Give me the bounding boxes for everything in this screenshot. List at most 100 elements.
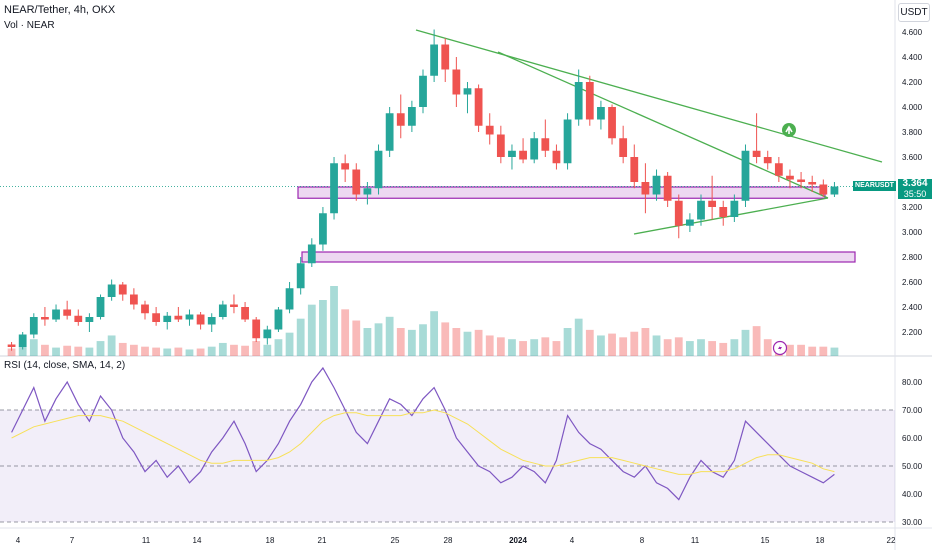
volume-bar: [163, 348, 172, 356]
price-tick-label: 2.800: [902, 253, 923, 262]
candle-body: [774, 163, 783, 176]
candle-body: [619, 138, 628, 157]
volume-bar: [141, 346, 149, 356]
candle-body: [18, 334, 27, 347]
candle-body: [118, 284, 127, 295]
alert-arrow-icon[interactable]: [782, 123, 796, 137]
volume-bar: [530, 339, 539, 356]
rsi-label: RSI (14, close, SMA, 14, 2): [4, 360, 126, 371]
time-tick-label: 4: [16, 536, 21, 545]
price-tick-label: 4.600: [902, 28, 923, 37]
volume-bar: [752, 326, 761, 356]
volume-bar: [185, 349, 194, 356]
candle-body: [430, 44, 439, 76]
candle-body: [74, 315, 83, 322]
volume-bar: [485, 335, 494, 356]
candle-body: [485, 125, 494, 135]
volume-bar: [274, 339, 283, 356]
candle-body: [474, 88, 483, 126]
volume-bar: [363, 328, 372, 356]
volume-bar: [619, 337, 628, 356]
rsi-ma-line: [11, 409, 835, 475]
candle-body: [541, 138, 550, 151]
price-tick-label: 4.200: [902, 78, 923, 87]
price-tick-label: 2.600: [902, 278, 923, 287]
candle-body: [207, 317, 216, 325]
candle-body: [307, 244, 316, 264]
chart-title: NEAR/Tether, 4h, OKX: [4, 4, 116, 16]
volume-bar: [541, 337, 550, 356]
candle-body: [185, 314, 194, 320]
volume-bar: [652, 335, 661, 356]
bar-countdown: 35:50: [903, 189, 927, 199]
candle-body: [574, 82, 583, 120]
volume-bar: [419, 324, 427, 356]
volume-bar: [63, 345, 72, 356]
time-tick-label: 11: [142, 536, 151, 545]
candle-body: [552, 150, 561, 164]
volume-bar: [174, 347, 183, 356]
volume-bar: [196, 348, 205, 356]
volume-bar: [352, 320, 361, 356]
volume-bar: [741, 329, 750, 356]
volume-bar: [341, 309, 350, 356]
volume-bar: [374, 323, 383, 356]
time-tick-label: 4: [570, 536, 575, 545]
candle-body: [107, 284, 116, 297]
candle-body: [708, 200, 717, 207]
volume-bar: [230, 344, 238, 356]
volume-bar: [18, 346, 27, 356]
volume-bar: [407, 329, 416, 356]
time-tick-label: 7: [70, 536, 75, 545]
candle-body: [52, 309, 60, 320]
lightning-icon[interactable]: [772, 340, 788, 356]
candle-body: [396, 113, 405, 126]
volume-bar: [41, 344, 49, 356]
candle-body: [508, 150, 516, 157]
candle-body: [407, 107, 416, 126]
volume-bar: [730, 339, 739, 356]
last-price: 3.364: [902, 178, 928, 189]
price-tick-label: 3.200: [902, 203, 923, 212]
symbol-tag: NEARUSDT: [853, 181, 896, 191]
candle-body: [441, 44, 450, 70]
volume-bar: [241, 345, 249, 356]
volume-bar: [263, 344, 272, 356]
volume-bar: [107, 335, 116, 356]
volume-bar: [674, 337, 683, 356]
volume-bar: [630, 331, 639, 356]
volume-bar: [285, 332, 294, 356]
candle-body: [163, 315, 172, 322]
volume-bar: [819, 346, 828, 356]
candle-body: [385, 113, 394, 151]
rsi-tick-label: 70.00: [902, 406, 923, 415]
price-tick-label: 2.400: [902, 303, 923, 312]
candle-body: [63, 309, 72, 316]
candle-body: [463, 88, 472, 95]
volume-bar: [563, 328, 572, 356]
candle-body: [85, 317, 94, 322]
time-tick-label: 14: [193, 536, 202, 545]
candle-body: [585, 82, 594, 120]
volume-bar: [585, 329, 594, 356]
candle-body: [452, 69, 461, 95]
candle-body: [730, 200, 739, 217]
candle-body: [174, 315, 183, 320]
volume-bar: [7, 348, 16, 356]
candle-body: [808, 182, 817, 185]
candle-body: [663, 175, 672, 201]
volume-bar: [218, 342, 227, 356]
time-tick-label: 15: [761, 536, 770, 545]
volume-bar: [597, 335, 605, 356]
volume-bar: [452, 328, 461, 356]
time-tick-label: 22: [887, 536, 896, 545]
volume-label: Vol · NEAR: [4, 20, 55, 31]
candle-body: [786, 175, 794, 180]
currency-button[interactable]: USDT: [898, 3, 930, 22]
candle-body: [374, 150, 383, 189]
volume-bar: [118, 342, 127, 356]
candle-body: [419, 75, 427, 107]
price-tick-label: 3.800: [902, 128, 923, 137]
volume-bar: [519, 341, 527, 356]
